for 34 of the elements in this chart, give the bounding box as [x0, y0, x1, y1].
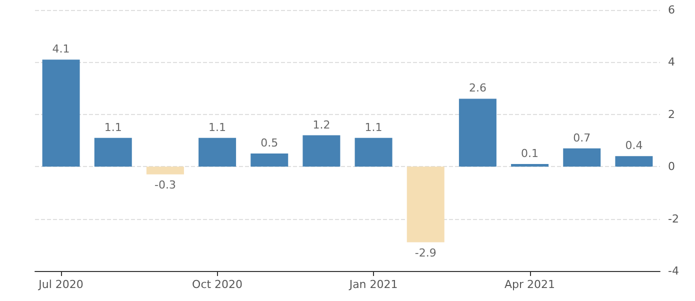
bar [250, 154, 288, 167]
data-label: 2.6 [468, 82, 486, 95]
bar [42, 60, 80, 167]
y-tick-label: 0 [668, 160, 675, 174]
data-label: 1.2 [312, 118, 330, 132]
data-label: 1.1 [208, 120, 226, 134]
bar [354, 138, 392, 167]
data-label: -2.9 [414, 246, 436, 260]
x-tick-label: Jan 2021 [348, 278, 398, 291]
bar [615, 156, 653, 167]
data-label: 0.4 [625, 139, 643, 152]
bar [198, 138, 236, 167]
bar [458, 98, 496, 167]
x-tick-label: Jul 2020 [38, 278, 84, 291]
bar [146, 166, 184, 174]
bar [406, 166, 444, 242]
data-label: 0.7 [573, 131, 591, 144]
bar [302, 135, 340, 167]
x-tick-label: Oct 2020 [192, 278, 243, 291]
bar [563, 148, 601, 167]
data-label: 0.1 [521, 146, 539, 160]
bar [511, 164, 549, 167]
bar [94, 138, 132, 167]
x-tick-label: Apr 2021 [504, 278, 556, 291]
data-label: -0.3 [154, 178, 176, 192]
data-label: 1.1 [104, 120, 122, 134]
y-tick-label: 6 [668, 4, 675, 16]
y-tick-label: -2 [668, 212, 679, 226]
data-label: 4.1 [52, 42, 70, 56]
data-label: 0.5 [260, 136, 278, 150]
y-tick-label: -4 [668, 264, 679, 278]
data-label: 1.1 [364, 120, 382, 134]
y-tick-label: 2 [668, 108, 675, 121]
y-tick-label: 4 [668, 56, 675, 69]
